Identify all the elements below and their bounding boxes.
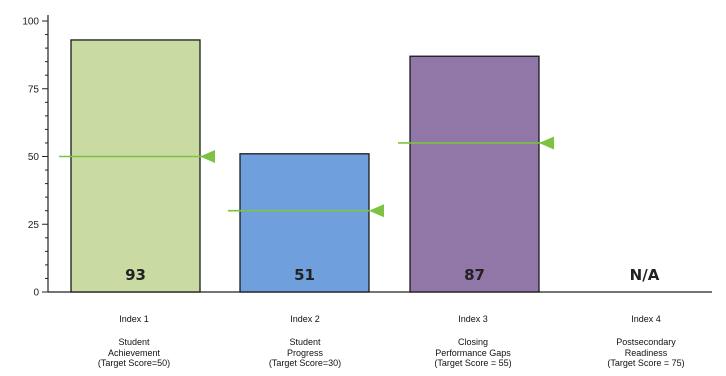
category-label-line: Student xyxy=(118,337,150,347)
target-arrowhead xyxy=(369,204,384,218)
value-labels: 93 51 87 N/A xyxy=(125,266,660,284)
category-label-line: (Target Score=30) xyxy=(269,358,341,368)
target-arrowhead xyxy=(539,136,554,150)
bar-index-1 xyxy=(70,39,201,293)
category-label-line: Index 1 xyxy=(119,314,149,324)
category-label-line: Performance Gaps xyxy=(435,348,511,358)
category-label-line: Index 2 xyxy=(290,314,320,324)
y-tick-label: 25 xyxy=(28,220,40,231)
category-label-line: Index 4 xyxy=(631,314,661,324)
bar-index-3 xyxy=(409,55,540,293)
target-marker-index-2 xyxy=(228,204,384,218)
category-label-line: Readiness xyxy=(625,348,668,358)
y-tick-label: 100 xyxy=(22,17,39,28)
target-marker-index-1 xyxy=(59,150,215,163)
category-label-line: Postsecondary xyxy=(616,337,676,347)
value-label-index-1: 93 xyxy=(125,266,146,284)
category-label-line: (Target Score = 55) xyxy=(434,358,511,368)
category-label-line: Index 3 xyxy=(458,314,488,324)
category-label-line: (Target Score=50) xyxy=(98,358,170,368)
category-label-line: Progress xyxy=(287,348,324,358)
category-label-line: Achievement xyxy=(108,348,161,358)
chart-bars xyxy=(70,39,540,293)
target-arrowhead xyxy=(200,150,215,163)
category-label-line: (Target Score = 75) xyxy=(607,358,684,368)
value-label-index-4: N/A xyxy=(630,266,660,284)
category-label-line: Student xyxy=(289,337,321,347)
y-tick-label: 50 xyxy=(28,152,40,163)
value-label-index-3: 87 xyxy=(464,266,485,284)
bar-index-2 xyxy=(239,153,370,293)
target-marker-index-3 xyxy=(398,136,554,150)
value-label-index-2: 51 xyxy=(294,266,315,284)
y-tick-label: 75 xyxy=(28,84,40,95)
category-label-line: Closing xyxy=(458,337,488,347)
y-tick-label: 0 xyxy=(33,288,39,299)
target-markers xyxy=(59,136,554,218)
